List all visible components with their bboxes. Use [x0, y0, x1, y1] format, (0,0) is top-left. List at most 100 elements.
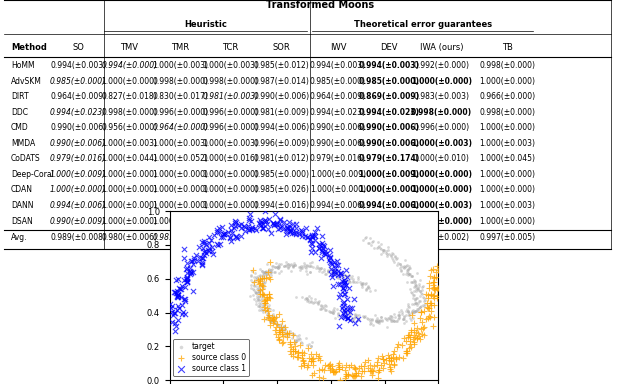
source class 0 [408, 336, 419, 342]
source class 1 [204, 247, 214, 253]
source class 1 [308, 232, 319, 238]
Text: 0.997(±0.002): 0.997(±0.002) [413, 233, 470, 242]
source class 0 [254, 281, 264, 287]
target [250, 278, 260, 284]
target [381, 316, 391, 322]
source class 0 [280, 324, 290, 331]
source class 0 [369, 363, 380, 369]
source class 1 [333, 280, 344, 286]
source class 0 [343, 371, 353, 377]
source class 0 [385, 366, 395, 372]
source class 1 [177, 283, 187, 290]
target [386, 252, 396, 258]
source class 1 [167, 303, 177, 309]
source class 0 [331, 368, 341, 374]
source class 1 [273, 226, 283, 232]
source class 1 [198, 255, 208, 262]
source class 1 [305, 236, 315, 242]
source class 0 [365, 368, 375, 374]
target [301, 295, 311, 301]
Text: 0.990(±0.006): 0.990(±0.006) [358, 139, 420, 148]
source class 1 [182, 260, 192, 266]
target [268, 307, 278, 313]
source class 0 [282, 331, 292, 337]
target [249, 283, 259, 289]
source class 0 [292, 350, 303, 356]
target [274, 270, 284, 276]
source class 1 [333, 272, 343, 278]
target [276, 326, 287, 332]
target [316, 306, 326, 312]
target [303, 297, 313, 303]
target [328, 310, 338, 316]
source class 0 [391, 354, 401, 361]
source class 0 [253, 277, 263, 283]
source class 0 [255, 280, 265, 286]
source class 1 [239, 223, 250, 229]
target [338, 271, 348, 277]
source class 0 [433, 285, 444, 291]
source class 0 [367, 367, 377, 373]
target [259, 285, 269, 291]
source class 0 [257, 290, 268, 296]
source class 0 [414, 333, 424, 339]
target [273, 263, 284, 269]
target [403, 301, 413, 308]
target [266, 267, 276, 273]
source class 1 [329, 269, 339, 275]
target [292, 336, 303, 342]
source class 0 [415, 336, 425, 342]
target [375, 317, 385, 323]
source class 0 [337, 364, 347, 371]
target [413, 286, 423, 292]
target [300, 264, 310, 270]
source class 1 [291, 231, 301, 237]
target [328, 310, 339, 316]
source class 0 [426, 300, 436, 306]
Text: 0.985(±0.012): 0.985(±0.012) [253, 61, 310, 70]
target [401, 271, 411, 277]
target [255, 266, 265, 272]
target [401, 263, 412, 269]
source class 0 [423, 292, 433, 298]
Text: CDAN: CDAN [11, 185, 33, 194]
source class 1 [339, 280, 349, 286]
target [305, 298, 316, 304]
source class 0 [265, 276, 275, 282]
target [260, 269, 270, 275]
target [370, 287, 380, 293]
target [319, 268, 329, 274]
source class 0 [378, 359, 388, 366]
target [415, 298, 425, 304]
target [406, 273, 417, 279]
target [273, 322, 283, 328]
source class 0 [401, 348, 411, 354]
target [383, 314, 394, 321]
source class 0 [420, 291, 431, 298]
target [404, 271, 414, 277]
target [261, 308, 271, 314]
source class 1 [247, 224, 257, 230]
target [348, 279, 358, 285]
Text: 1.000(±0.000): 1.000(±0.000) [202, 185, 259, 194]
source class 1 [182, 276, 193, 282]
Text: 0.964(±0.000): 0.964(±0.000) [152, 123, 209, 132]
source class 1 [240, 228, 250, 234]
target [319, 305, 329, 311]
target [386, 318, 396, 324]
source class 1 [339, 277, 349, 283]
source class 1 [268, 220, 278, 227]
source class 1 [326, 261, 337, 267]
source class 0 [296, 355, 307, 361]
target [353, 314, 364, 321]
target [265, 319, 275, 325]
target [406, 289, 417, 295]
Text: AdvSKM: AdvSKM [11, 77, 42, 86]
target [262, 269, 272, 275]
source class 1 [342, 274, 353, 280]
source class 1 [174, 305, 184, 311]
source class 1 [197, 262, 207, 268]
target [385, 313, 396, 319]
source class 0 [340, 374, 351, 381]
target [313, 265, 323, 271]
